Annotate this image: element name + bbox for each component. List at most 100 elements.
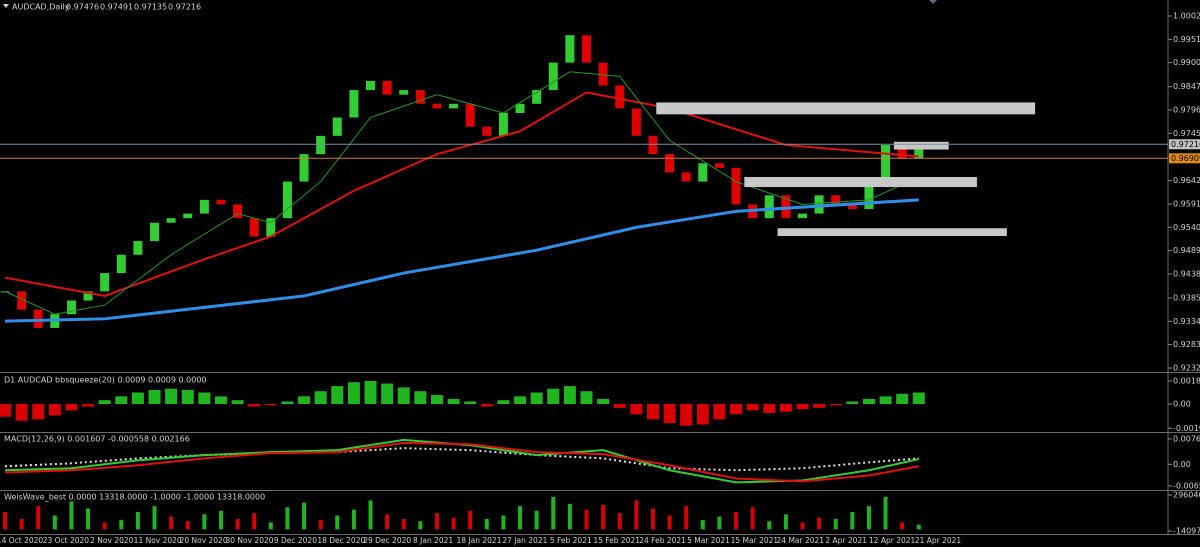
squeeze-bar	[730, 404, 743, 415]
wave-bar	[883, 496, 888, 530]
x-tick-label: 15 Mar 2021	[731, 536, 779, 545]
moving-average	[4, 198, 919, 323]
x-tick-label: 8 Jan 2021	[413, 536, 453, 545]
symbol-menu-arrow[interactable]	[3, 4, 9, 8]
candle	[199, 199, 209, 214]
y-tick-label: 0.00768	[1173, 435, 1200, 444]
y-tick-label: 0.0018	[1173, 377, 1200, 386]
squeeze-bar	[480, 404, 493, 407]
squeeze-bar	[580, 391, 593, 405]
x-tick-label: 24 Feb 2021	[639, 536, 686, 545]
wave-bar	[584, 509, 589, 530]
wave-bar	[102, 522, 107, 530]
squeeze-bar	[165, 388, 178, 405]
wave-bar	[468, 510, 473, 530]
wave-bar	[2, 511, 7, 530]
squeeze-bar	[82, 404, 95, 407]
candle	[183, 213, 193, 219]
wave-bar	[518, 506, 523, 530]
squeeze-bar	[879, 396, 892, 405]
indicator-title: WeisWave_best 0.0000 13318.0000 -1.0000 …	[4, 493, 265, 502]
squeeze-bar	[763, 404, 776, 413]
x-tick-label: 29 Dec 2020	[363, 536, 411, 545]
y-tick-label: 0.93855	[1173, 293, 1200, 302]
squeeze-bar	[813, 404, 826, 408]
squeeze-bar	[896, 393, 909, 405]
wave-bar	[634, 500, 639, 530]
panel	[0, 35, 924, 328]
wave-bar	[36, 506, 41, 530]
candle	[349, 90, 359, 118]
squeeze-bar	[298, 396, 311, 405]
squeeze-bar	[148, 389, 161, 405]
candle	[681, 172, 691, 182]
candle	[665, 154, 675, 173]
squeeze-bar	[779, 404, 792, 412]
wave-bar	[235, 518, 240, 530]
candle	[581, 35, 591, 63]
squeeze-bar	[131, 392, 144, 405]
candle	[216, 199, 226, 205]
x-tick-label: 12 Apr 2021	[869, 536, 916, 545]
wave-bar	[268, 522, 273, 530]
candle	[316, 135, 326, 155]
candle	[764, 195, 774, 219]
squeeze-bar	[597, 398, 610, 405]
x-tick-label: 21 Apr 2021	[915, 536, 962, 545]
y-tick-label: 0.00	[1173, 400, 1191, 409]
x-tick-label: 24 Mar 2021	[777, 536, 825, 545]
squeeze-bar	[347, 382, 360, 405]
indicator-title: D1 AUDCAD bbsqueeze(20) 0.0009 0.0009 0.…	[4, 376, 207, 385]
wave-bar	[850, 511, 855, 530]
panel	[4, 438, 920, 484]
squeeze-bar	[414, 391, 427, 405]
wave-bar	[750, 507, 755, 530]
candle	[382, 80, 392, 95]
zone	[893, 141, 949, 150]
candle	[498, 112, 508, 136]
wave-bar	[734, 511, 739, 530]
wave-bar	[451, 517, 456, 530]
x-tick-label: 2 Nov 2020	[90, 536, 133, 545]
moving-average	[4, 71, 919, 315]
candle	[881, 144, 891, 187]
squeeze-bar	[696, 404, 709, 425]
squeeze-bar	[248, 404, 261, 407]
chart-shift-marker	[929, 0, 937, 4]
candle	[847, 204, 857, 210]
wave-bar	[866, 506, 871, 530]
wave-bar	[817, 517, 822, 530]
wave-bar	[351, 509, 356, 530]
wave-bar	[335, 515, 340, 530]
squeeze-bar	[530, 392, 543, 405]
candle	[415, 90, 425, 104]
wave-bar	[418, 521, 423, 530]
y-tick-label: 0.93345	[1173, 317, 1200, 326]
candle	[299, 154, 309, 182]
squeeze-bar	[98, 400, 111, 405]
candle	[598, 62, 608, 86]
candle	[116, 254, 126, 274]
squeeze-bar	[198, 392, 211, 405]
wave-bar	[700, 520, 705, 530]
squeeze-bar	[912, 392, 925, 405]
x-tick-label: 30 Nov 2020	[225, 536, 273, 545]
wave-bar	[567, 503, 572, 530]
candle	[714, 163, 724, 168]
squeeze-bar	[514, 396, 527, 405]
x-tick-label: 20 Nov 2020	[180, 536, 228, 545]
y-tick-label: -0.0019	[1173, 424, 1200, 433]
wave-bar	[783, 514, 788, 530]
price-box-label: 0.96909	[1171, 154, 1200, 163]
macd-line	[4, 441, 919, 483]
moving-average	[4, 91, 919, 297]
panel	[2, 496, 921, 530]
y-tick-label: -14097.95	[1173, 526, 1200, 535]
x-tick-label: 15 Feb 2021	[593, 536, 640, 545]
wave-bar	[650, 508, 655, 530]
squeeze-bar	[231, 400, 244, 405]
